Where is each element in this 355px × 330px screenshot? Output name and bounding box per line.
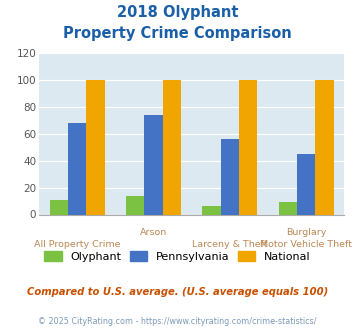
- Bar: [144, 115, 163, 214]
- Bar: [126, 196, 144, 214]
- Bar: [163, 80, 181, 214]
- Bar: [68, 123, 86, 214]
- Text: Property Crime Comparison: Property Crime Comparison: [63, 26, 292, 41]
- Text: Burglary: Burglary: [286, 228, 326, 237]
- Bar: [50, 200, 68, 215]
- Bar: [279, 202, 297, 214]
- Bar: [315, 80, 334, 214]
- Bar: [86, 80, 105, 214]
- Text: © 2025 CityRating.com - https://www.cityrating.com/crime-statistics/: © 2025 CityRating.com - https://www.city…: [38, 317, 317, 326]
- Legend: Olyphant, Pennsylvania, National: Olyphant, Pennsylvania, National: [44, 251, 311, 262]
- Bar: [202, 207, 221, 215]
- Bar: [239, 80, 257, 214]
- Text: Larceny & Theft: Larceny & Theft: [192, 240, 268, 249]
- Bar: [221, 139, 239, 214]
- Text: Compared to U.S. average. (U.S. average equals 100): Compared to U.S. average. (U.S. average …: [27, 287, 328, 297]
- Text: Arson: Arson: [140, 228, 167, 237]
- Text: Motor Vehicle Theft: Motor Vehicle Theft: [260, 240, 352, 249]
- Text: 2018 Olyphant: 2018 Olyphant: [117, 5, 238, 20]
- Text: All Property Crime: All Property Crime: [34, 240, 120, 249]
- Bar: [297, 154, 315, 214]
